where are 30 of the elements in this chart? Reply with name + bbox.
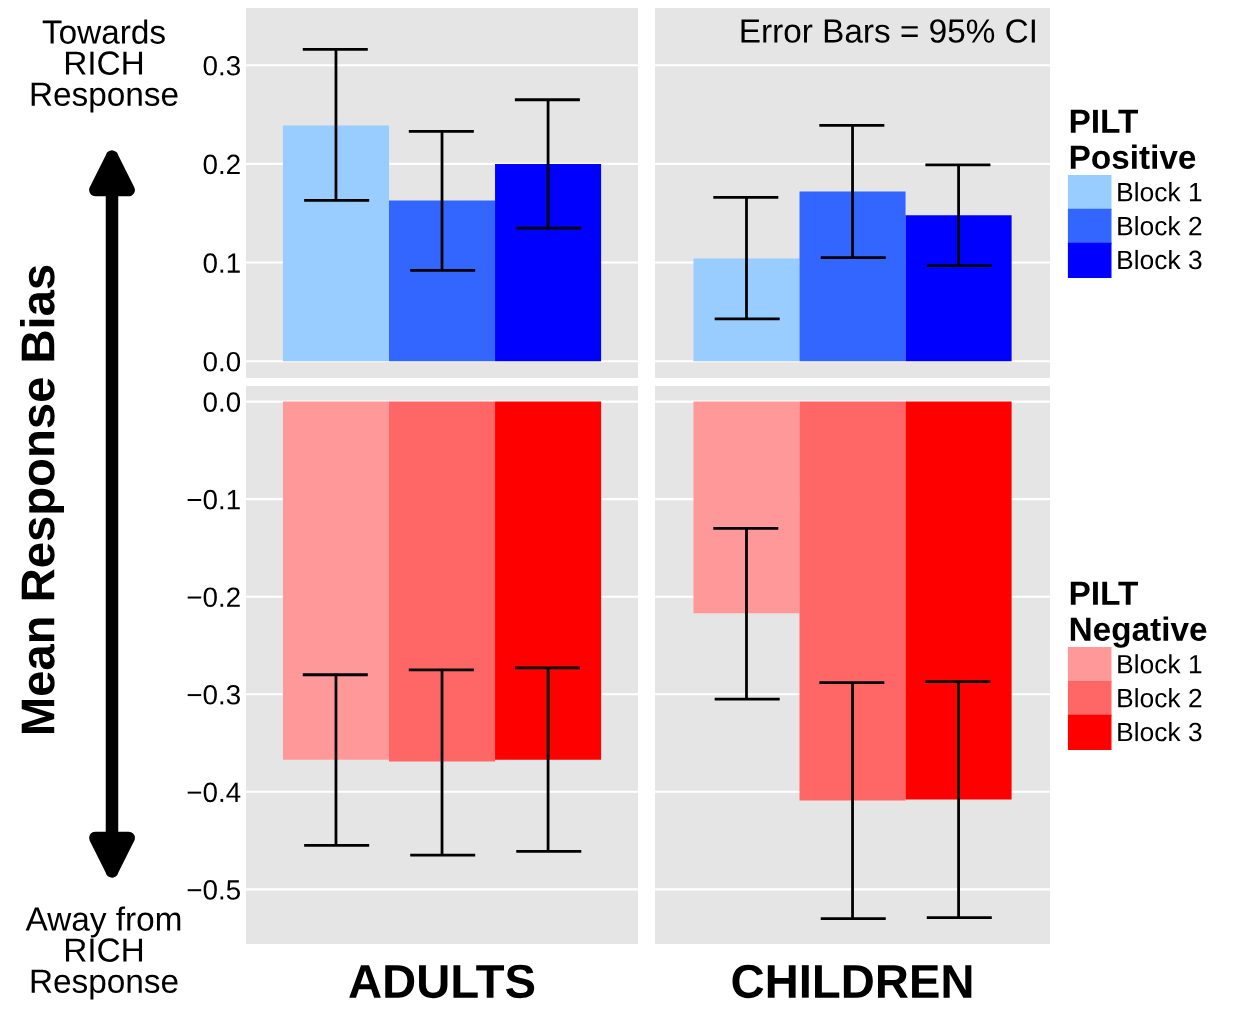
x-tick-label: ADULTS <box>349 964 535 999</box>
x-tick-label: CHILDREN <box>732 964 972 999</box>
bar <box>389 200 496 362</box>
y-tick-label: −0.3 <box>187 684 240 705</box>
y-tick-label: −0.5 <box>187 880 240 900</box>
y-tick-label: 0.1 <box>203 253 240 273</box>
y-tick-label: 0.0 <box>203 392 241 412</box>
text: Towards RICH Response <box>31 19 178 113</box>
y-tick-label: −0.4 <box>187 782 241 803</box>
y-tick-label: 0.2 <box>203 154 240 175</box>
y-tick-label: −0.1 <box>187 489 240 510</box>
bar <box>693 258 800 362</box>
bar <box>282 125 389 362</box>
text: Away from RICH Response <box>25 906 181 1000</box>
legend-label: Block 2 <box>1118 216 1202 236</box>
legend-label: Block 3 <box>1118 721 1202 742</box>
legend-title: PILT Positive <box>1070 109 1196 170</box>
legend-title: PILT Negative <box>1070 581 1207 648</box>
y-tick-label: −0.2 <box>187 587 240 608</box>
y-axis-title: Mean Response Bias <box>19 265 65 734</box>
y-tick-label: 0.3 <box>203 55 240 76</box>
legend-label: Block 1 <box>1118 654 1202 674</box>
bar <box>799 191 906 362</box>
bar <box>495 163 602 362</box>
bar <box>905 215 1012 362</box>
annotation: Error Bars = 95% CI <box>741 19 1035 43</box>
y-tick-label: 0.0 <box>203 351 241 372</box>
legend-label: Block 3 <box>1118 249 1202 270</box>
legend-label: Block 2 <box>1118 688 1202 708</box>
legend-label: Block 1 <box>1118 182 1202 202</box>
